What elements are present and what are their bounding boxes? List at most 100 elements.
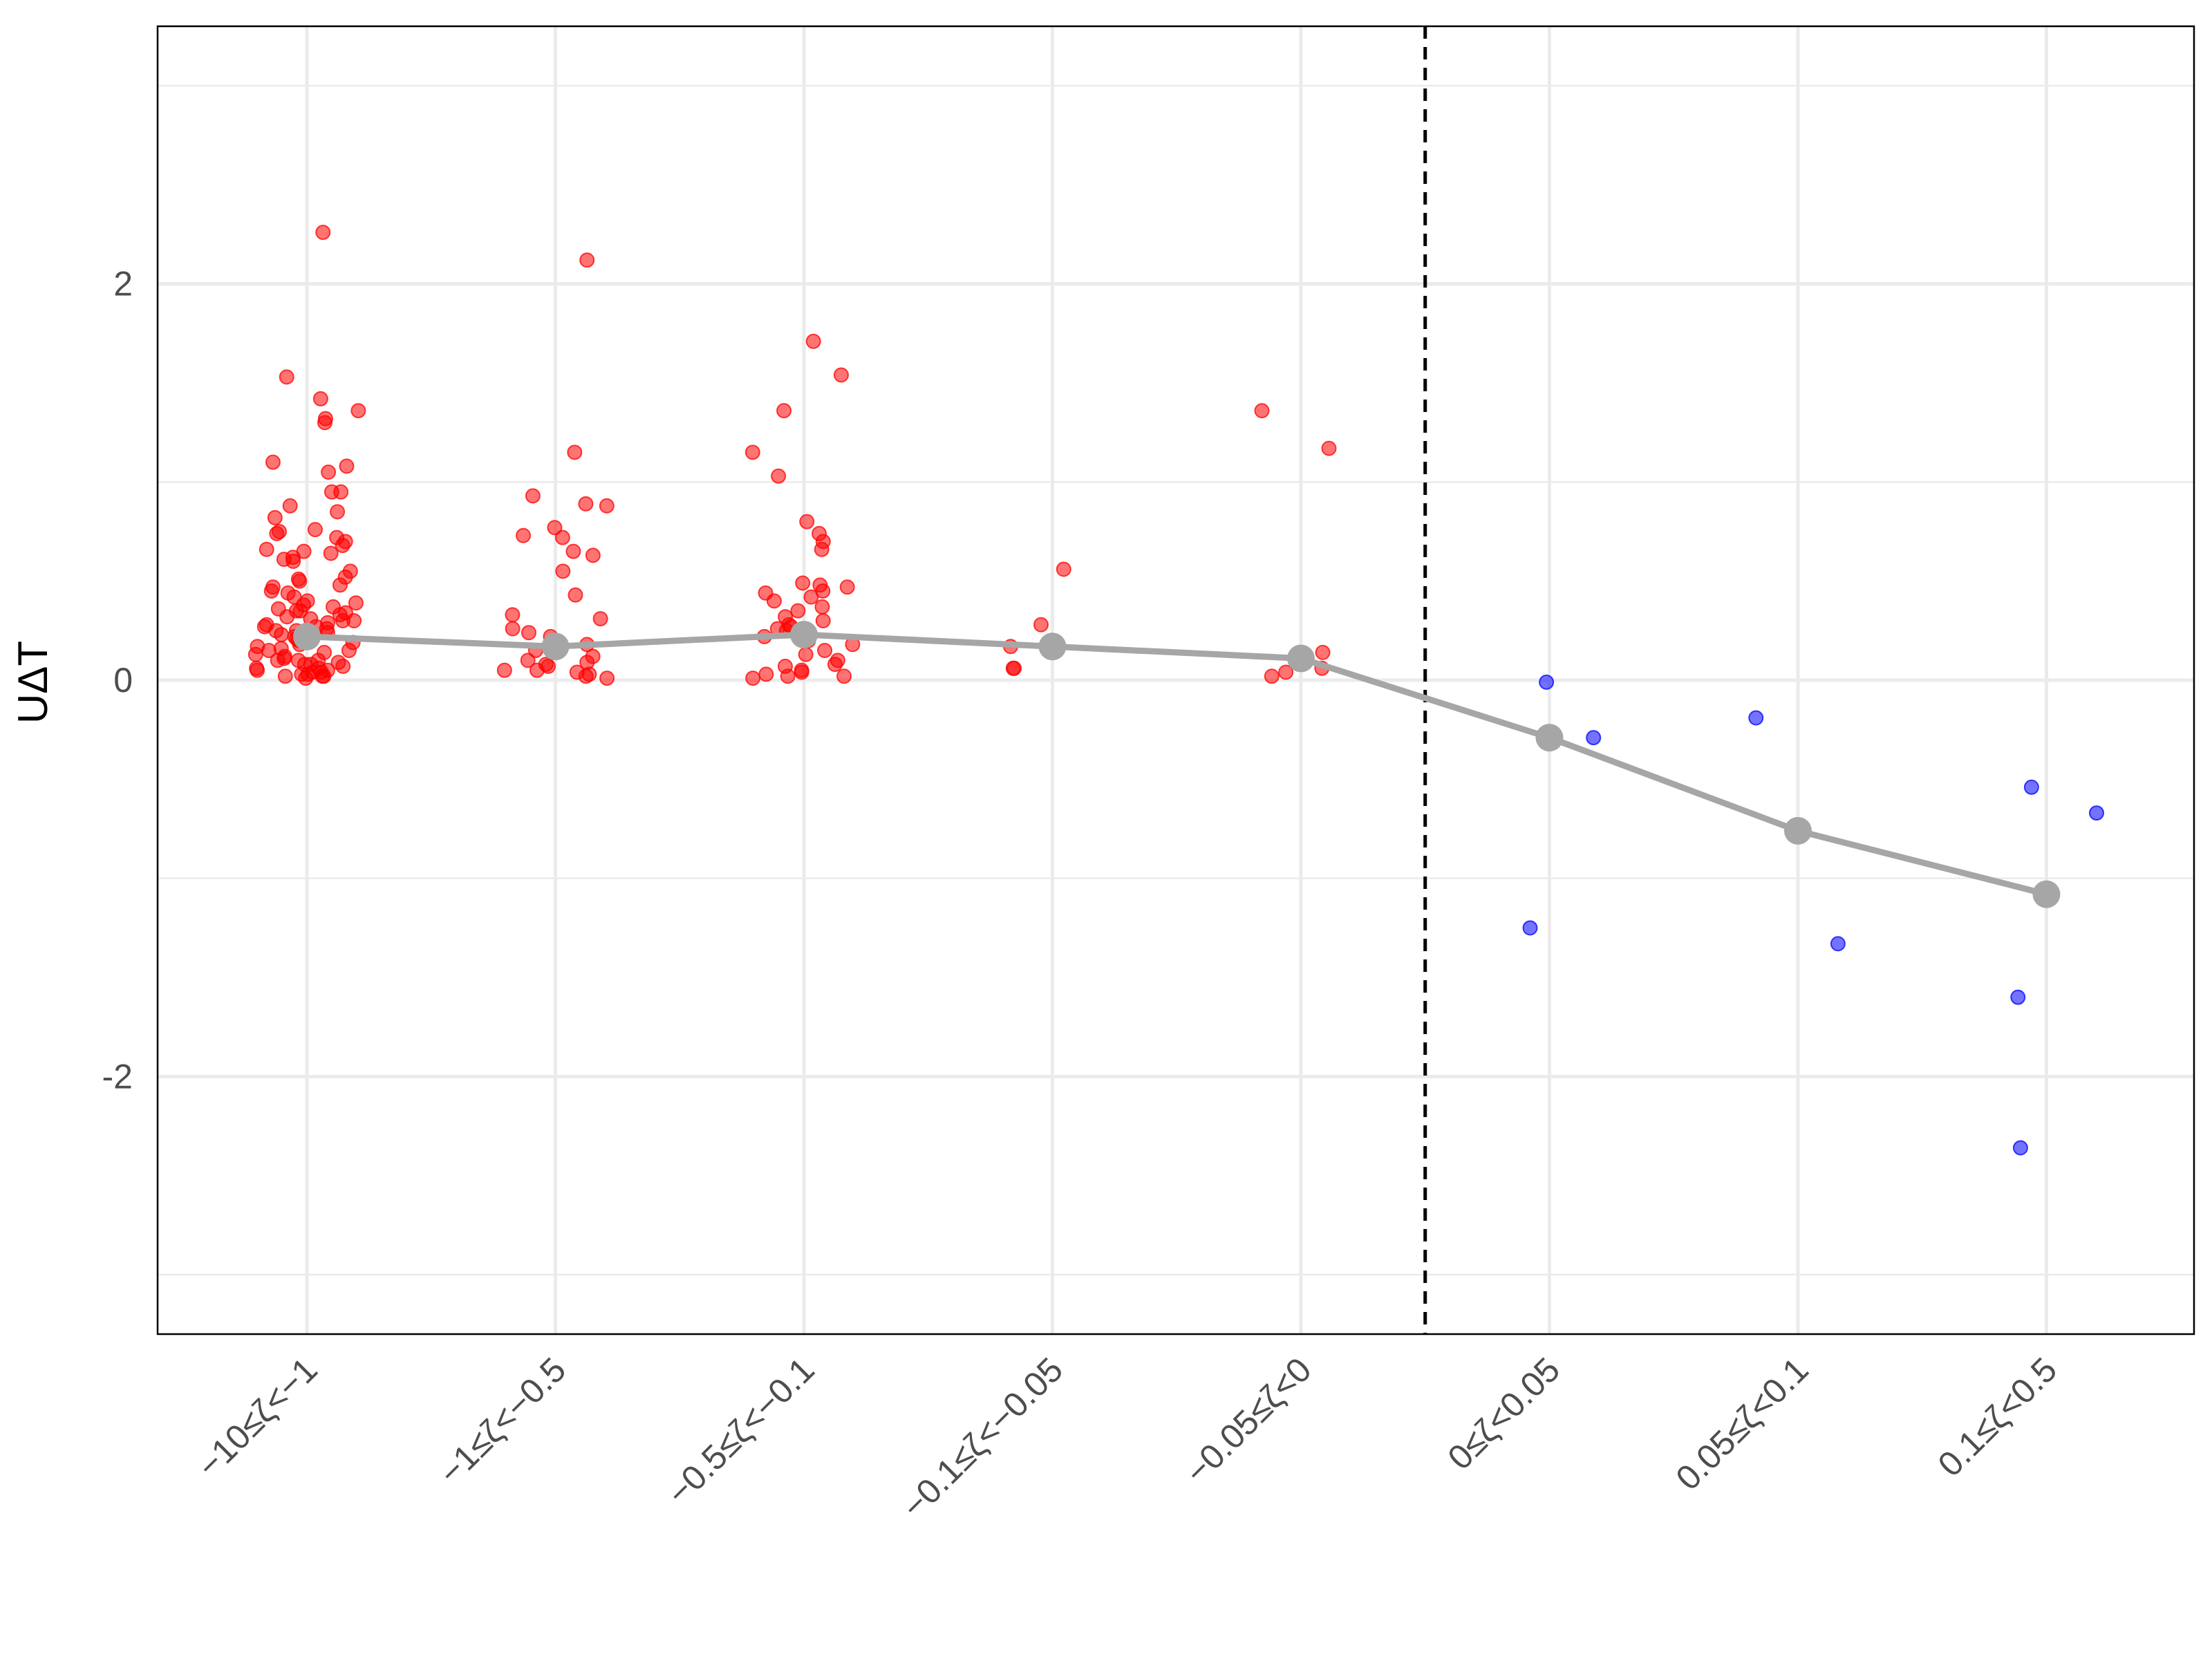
mean-point	[541, 632, 570, 661]
data-point	[346, 613, 362, 628]
data-point	[547, 520, 563, 536]
x-tick-label: −0.1≤ζ<−0.05	[894, 1350, 1070, 1526]
data-point	[1005, 660, 1021, 676]
data-point	[330, 504, 346, 520]
data-point	[1830, 936, 1846, 952]
mean-line	[306, 631, 2047, 897]
y-axis-tick-labels: -2 0 2	[102, 265, 133, 1096]
data-point	[247, 646, 263, 662]
data-point	[265, 454, 281, 470]
data-point	[578, 496, 594, 512]
mean-point	[1535, 724, 1564, 752]
data-point	[529, 662, 545, 678]
data-point	[285, 554, 301, 569]
mean-point	[790, 621, 818, 649]
data-point	[790, 603, 806, 619]
plot-frame	[156, 25, 2195, 1335]
x-tick-label: −1≤ζ<−0.5	[431, 1350, 573, 1492]
data-point	[315, 225, 331, 241]
data-point	[279, 369, 294, 385]
data-point	[554, 529, 570, 545]
data-point	[323, 545, 339, 561]
data-point	[794, 664, 809, 680]
data-point	[1033, 617, 1049, 632]
data-point	[766, 593, 782, 609]
data-point	[827, 657, 843, 673]
mean-point	[1038, 632, 1067, 661]
data-point	[268, 623, 284, 639]
data-point	[505, 607, 521, 623]
x-tick-label: 0.05≤ζ<0.1	[1669, 1350, 1816, 1497]
data-point	[833, 367, 849, 383]
data-point	[298, 671, 314, 686]
data-point	[780, 668, 796, 684]
data-point	[805, 333, 821, 349]
data-point	[516, 527, 532, 543]
data-point	[1254, 403, 1270, 419]
data-point	[836, 668, 852, 684]
data-point	[1056, 561, 1071, 577]
mean-point	[1784, 816, 1812, 845]
data-point	[2023, 779, 2039, 795]
data-point	[1321, 440, 1337, 456]
data-point	[578, 668, 594, 684]
data-point	[521, 625, 536, 641]
mean-series	[293, 621, 2061, 908]
data-point	[324, 484, 339, 500]
data-point	[814, 541, 830, 557]
data-point	[341, 643, 357, 658]
y-tick-label: -2	[102, 1057, 133, 1096]
x-tick-label: −0.05≤ζ<0	[1177, 1350, 1318, 1491]
data-point	[2012, 1140, 2028, 1156]
data-point	[249, 660, 265, 676]
data-points	[247, 225, 2105, 1156]
data-point	[744, 444, 760, 460]
data-point	[332, 577, 348, 593]
data-point	[1748, 710, 1764, 726]
data-point	[568, 587, 583, 603]
data-point	[815, 583, 831, 599]
data-point	[2089, 805, 2105, 821]
data-point	[1315, 644, 1331, 660]
data-point	[799, 514, 815, 529]
data-point	[815, 613, 831, 628]
mean-point	[1287, 644, 1315, 673]
data-point	[520, 653, 536, 668]
data-point	[339, 458, 355, 474]
data-point	[776, 403, 792, 419]
data-point	[579, 252, 595, 268]
data-point	[1264, 668, 1280, 684]
data-point	[505, 621, 521, 637]
data-point	[817, 643, 833, 658]
data-point	[270, 653, 285, 668]
data-point	[599, 498, 615, 514]
data-point	[1586, 730, 1602, 746]
mean-point	[293, 622, 321, 650]
x-tick-label: −10≤ζ<−1	[189, 1350, 325, 1485]
x-tick-label: 0≤ζ<0.05	[1441, 1350, 1568, 1477]
data-point	[1522, 920, 1538, 936]
data-point	[496, 662, 512, 678]
data-point	[2010, 989, 2026, 1005]
data-point	[269, 525, 285, 541]
x-tick-label: 0.1≤ζ<0.5	[1931, 1350, 2065, 1484]
y-tick-label: 0	[113, 661, 133, 700]
data-point	[592, 611, 608, 627]
data-point	[525, 488, 541, 504]
data-point	[321, 465, 337, 480]
grid-lines	[158, 26, 2194, 1334]
data-point	[555, 563, 571, 579]
data-point	[335, 538, 350, 554]
data-point	[803, 589, 819, 605]
data-point	[259, 541, 274, 557]
data-point	[771, 468, 787, 484]
data-point	[745, 671, 761, 686]
x-axis-tick-labels: −10≤ζ<−1 −1≤ζ<−0.5 −0.5≤ζ<−0.1 −0.1≤ζ<−0.05…	[189, 1350, 2064, 1526]
data-point	[1539, 674, 1555, 690]
data-point	[307, 522, 323, 538]
data-point	[758, 666, 774, 682]
data-point	[315, 668, 330, 684]
y-tick-label: 2	[113, 265, 133, 303]
data-point	[567, 444, 583, 460]
